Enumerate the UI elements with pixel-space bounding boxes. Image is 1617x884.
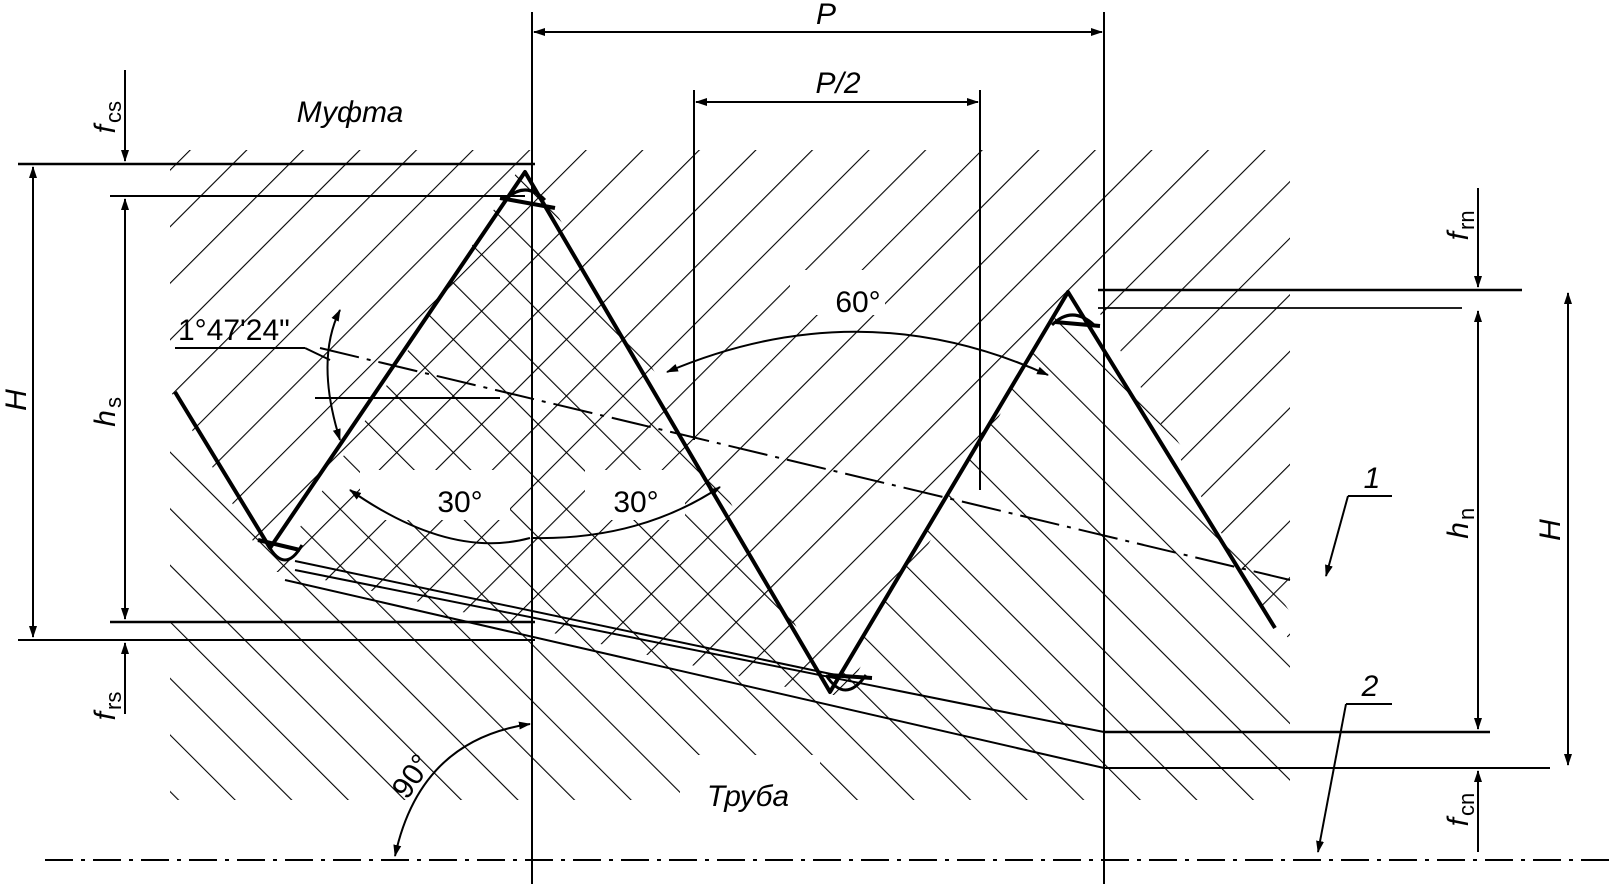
svg-text:f: f xyxy=(1442,815,1475,826)
f-cn-label: f cn xyxy=(1442,793,1479,827)
height-left-label: H xyxy=(0,389,33,411)
svg-text:f: f xyxy=(1442,229,1475,240)
f-rn-label: f rn xyxy=(1442,210,1479,240)
angle-arcs xyxy=(326,309,1049,857)
half-pitch-label: P/2 xyxy=(815,67,860,100)
f-cs-label: f cs xyxy=(89,101,126,133)
hn-label: h n xyxy=(1442,508,1479,539)
callout-2-label: 2 xyxy=(1361,670,1379,703)
root-crest-arcs xyxy=(266,188,1096,692)
callout-1 xyxy=(1325,495,1392,577)
svg-text:f: f xyxy=(89,122,122,133)
svg-text:f: f xyxy=(89,709,122,720)
height-right-label: H xyxy=(1534,519,1567,541)
coupling-label: Муфта xyxy=(297,96,404,129)
pipe-label: Труба xyxy=(707,780,789,813)
hs-label: h s xyxy=(89,397,126,427)
flank-angle-left-label: 30° xyxy=(437,486,482,519)
level-lines xyxy=(18,162,1550,769)
reference-lines xyxy=(531,12,1105,884)
svg-text:n: n xyxy=(1454,508,1479,520)
pitch-line xyxy=(319,347,1291,581)
callout-2 xyxy=(1316,703,1392,853)
flank-angle-right-label: 30° xyxy=(613,486,658,519)
svg-text:h: h xyxy=(89,410,122,427)
pitch-label: P xyxy=(816,0,836,31)
taper-angle-label: 1°47'24" xyxy=(178,314,290,347)
svg-text:h: h xyxy=(1442,522,1475,539)
svg-text:rs: rs xyxy=(101,692,126,710)
thread-angle-label: 60° xyxy=(835,286,880,319)
callout-1-label: 1 xyxy=(1364,462,1381,495)
cone-lines xyxy=(284,560,1105,769)
svg-text:cs: cs xyxy=(101,101,126,123)
f-rs-label: f rs xyxy=(89,692,126,721)
svg-text:rn: rn xyxy=(1454,210,1479,230)
svg-text:s: s xyxy=(101,397,126,408)
svg-text:cn: cn xyxy=(1454,793,1479,816)
